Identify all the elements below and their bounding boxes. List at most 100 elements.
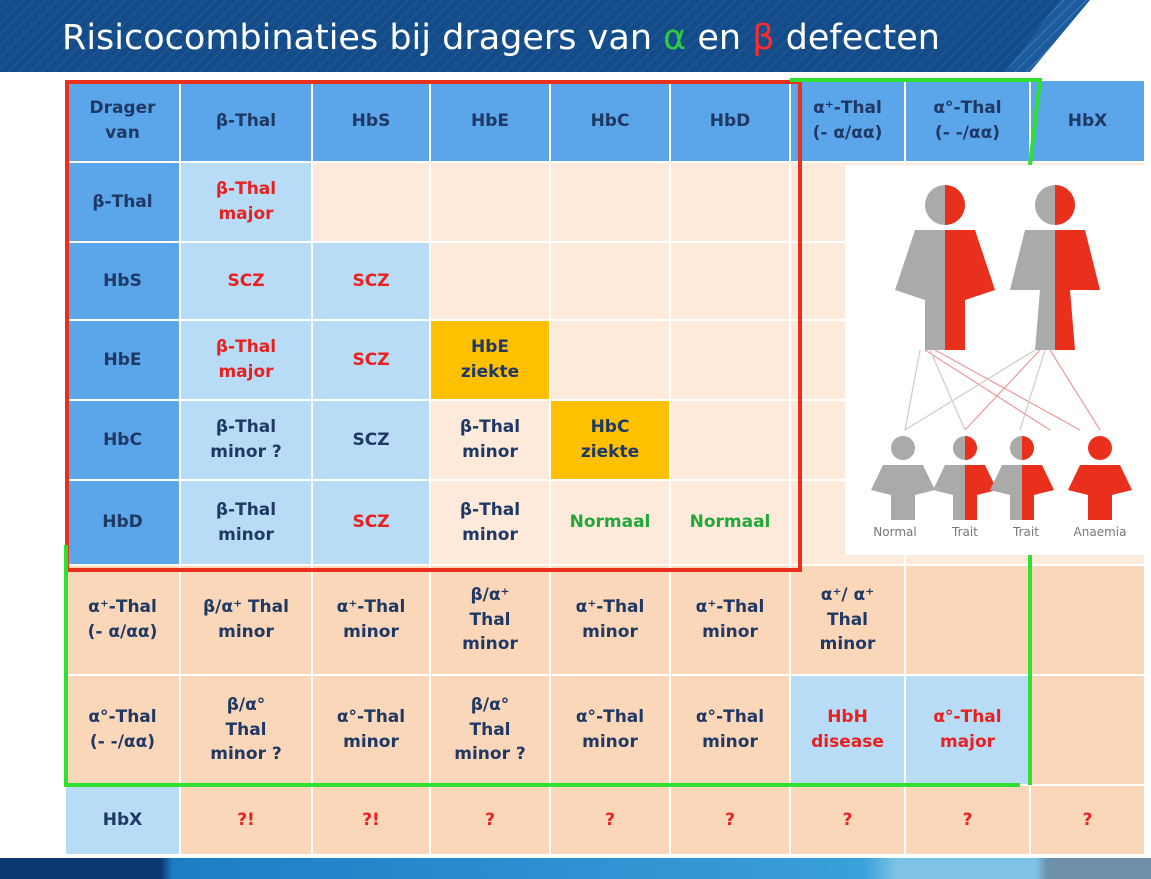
figure-label: Normal [873,525,916,539]
table-cell: β-Thal minor ? [180,400,312,480]
cell-text: minor [702,732,758,752]
cell-text: HbC [103,429,142,450]
table-cell [670,320,790,400]
cell-text: Drager [89,98,156,119]
cell-text: (- -/αα) [89,732,156,752]
cell-text: α⁺-Thal [88,597,157,618]
cell-text: β-Thal [215,337,277,358]
table-cell: HbE [65,320,180,400]
table-cell: Drager van [65,80,180,162]
table-cell: HbE ziekte [430,320,550,400]
figure-label: Trait [1012,525,1039,539]
table-cell: HbC [65,400,180,480]
cell-text: β-Thal [215,179,277,200]
table-cell [430,242,550,320]
table-cell: ? [790,785,905,855]
cell-text: SCZ [352,349,390,370]
table-cell: HbC ziekte [550,400,670,480]
cell-text: α°-Thal [933,98,1002,119]
table-cell: HbE [430,80,550,162]
title-text: en [686,18,753,58]
cell-text: β-Thal [215,499,277,520]
cell-text: HbE [103,349,142,370]
alpha-frame [64,545,1020,787]
cell-text: Thal [469,719,511,740]
cell-text: SCZ [352,429,390,450]
cell-text: HbE [470,110,509,131]
table-cell: β-Thal minor [430,400,550,480]
table-cell: HbS [312,80,430,162]
title-text: Risicocombinaties bij dragers van [62,18,664,58]
cell-text: α°-Thal [695,707,765,728]
cell-text: (- α/αα) [87,622,158,642]
table-cell: α°-Thal minor [670,675,790,785]
cell-text: HbX [1067,110,1108,131]
cell-text: HbD [709,110,751,131]
table-cell: β-Thal minor [180,480,312,565]
table-cell: SCZ [312,480,430,565]
cell-text: ? [962,809,973,830]
cell-text: ? [605,809,615,830]
cell-text: minor [462,634,518,655]
table-cell [430,162,550,242]
cell-text: Thal [469,609,511,630]
cell-text: β/α⁺ [470,585,510,606]
cell-text: ? [725,809,735,830]
slide-title: Risicocombinaties bij dragers van α en β… [62,18,940,58]
table-cell: HbX [1030,80,1145,162]
figure-label: Anaemia [1074,525,1127,539]
cell-text: major [939,732,996,752]
table-cell: HbS [65,242,180,320]
table-cell: ? [905,785,1030,855]
cell-text: α⁺-Thal [336,597,406,618]
cell-text: ? [485,809,495,830]
cell-text: α⁺-Thal [575,597,645,618]
table-cell [550,320,670,400]
beta-frame [65,80,802,572]
table-cell: ? [550,785,670,855]
title-alpha: α [663,18,687,58]
table-cell: SCZ [312,400,430,480]
cell-text: α°-Thal [575,707,645,728]
cell-text: α°-Thal [88,707,157,728]
table-cell: HbC [550,80,670,162]
cell-text: Normaal [569,512,651,533]
cell-text: minor ? [454,744,526,765]
cell-text: α°-Thal [336,707,406,728]
cell-text: HbS [103,270,142,291]
table-cell: SCZ [312,320,430,400]
cell-text: minor [582,622,638,642]
cell-text: minor [582,732,638,752]
table-cell [312,162,430,242]
cell-text: minor [819,634,876,655]
cell-text: disease [811,732,884,752]
cell-text: HbC [590,417,630,438]
cell-text: SCZ [352,270,390,291]
cell-text: α⁺/ α⁺ [820,585,875,606]
cell-text: Thal [225,719,267,740]
table-cell: SCZ [180,242,312,320]
table-cell [905,565,1030,675]
cell-text: minor [702,622,758,642]
figure-label: Trait [951,525,978,539]
cell-text: HbE [470,337,509,358]
table-cell: α°-Thal minor [550,675,670,785]
table-cell: Normaal [670,480,790,565]
cell-text: Thal [827,609,868,630]
cell-text: SCZ [227,270,265,291]
table-cell: Normaal [550,480,670,565]
cell-text: β-Thal [92,191,153,212]
cell-text: minor [218,622,274,642]
cell-text: β-Thal [459,417,521,438]
table-cell: β-Thal major [180,320,312,400]
cell-text: β/α° [470,695,510,716]
cell-text: ? [1082,809,1093,830]
table-cell: α⁺-Thal (- α/αα) [790,80,905,162]
table-cell [670,400,790,480]
cell-text: ? [842,809,853,830]
cell-text: α°-Thal [933,707,1002,728]
table-cell: β-Thal major [180,162,312,242]
cell-text: β/α° [226,695,266,716]
table-cell: α°-Thal (- -/αα) [905,80,1030,162]
